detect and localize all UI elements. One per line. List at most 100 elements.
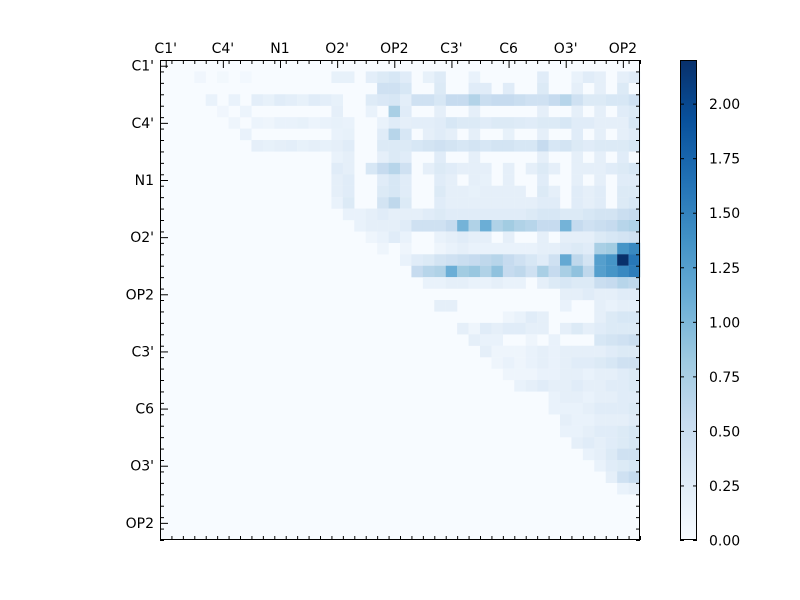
heatmap-cell: [525, 242, 538, 255]
heatmap-cell: [617, 380, 629, 392]
heatmap-cell: [605, 254, 618, 266]
heatmap-cell: [445, 185, 458, 198]
heatmap-cell: [571, 391, 584, 404]
x-tick-label: C4': [212, 41, 235, 57]
heatmap-cell: [617, 208, 629, 221]
heatmap-cell: [605, 437, 618, 449]
heatmap-cell: [571, 414, 584, 426]
heatmap-cell: [457, 94, 469, 106]
heatmap-cell: [320, 117, 332, 129]
heatmap-cell: [594, 425, 606, 438]
heatmap-cell: [594, 208, 606, 221]
heatmap-cell: [617, 311, 629, 324]
heatmap-cell: [605, 140, 618, 152]
y-tick-label: N1: [135, 173, 154, 189]
heatmap-cell: [388, 162, 401, 175]
heatmap-cell: [582, 242, 595, 255]
heatmap-cell: [274, 117, 286, 129]
heatmap-cell: [605, 460, 618, 472]
heatmap-cell: [377, 208, 389, 221]
heatmap-cell: [502, 277, 515, 289]
heatmap-cell: [594, 300, 606, 312]
heatmap-cell: [308, 117, 321, 129]
heatmap-cell: [582, 208, 595, 221]
heatmap-cell: [628, 265, 641, 278]
heatmap-cell: [582, 117, 595, 129]
heatmap-cell: [468, 265, 481, 278]
heatmap-cell: [617, 82, 629, 95]
heatmap-cell: [571, 174, 584, 186]
heatmap-cell: [422, 140, 435, 152]
heatmap-cell: [594, 357, 606, 369]
heatmap-cell: [594, 185, 606, 198]
heatmap-cell: [605, 345, 618, 358]
heatmap-cell: [560, 208, 572, 221]
heatmap-cell: [468, 322, 481, 335]
heatmap-cell: [400, 82, 412, 95]
heatmap-cell: [377, 220, 389, 232]
colorbar-tick-label: 0.75: [709, 370, 740, 386]
heatmap-cell: [594, 140, 606, 152]
heatmap-cell: [274, 140, 286, 152]
heatmap-cell: [537, 185, 549, 198]
heatmap-cell: [628, 402, 641, 415]
heatmap-cell: [445, 197, 458, 209]
heatmap-cell: [571, 357, 584, 369]
heatmap-cell: [571, 162, 584, 175]
heatmap-cell: [548, 391, 561, 404]
heatmap-cell: [617, 151, 629, 164]
heatmap-cell: [605, 448, 618, 461]
heatmap-cell: [434, 94, 446, 106]
heatmap-cell: [457, 265, 469, 278]
heatmap-cell: [468, 242, 481, 255]
heatmap-cell: [491, 322, 504, 335]
heatmap-cell: [365, 220, 378, 232]
heatmap-cell: [480, 322, 492, 335]
heatmap-cell: [480, 334, 492, 346]
heatmap-cell: [434, 174, 446, 186]
heatmap-cell: [582, 71, 595, 84]
heatmap-cell: [628, 254, 641, 266]
heatmap-cell: [617, 231, 629, 244]
heatmap-cell: [514, 345, 526, 358]
heatmap-cell: [537, 265, 549, 278]
heatmap-cell: [548, 334, 561, 346]
heatmap-cell: [548, 242, 561, 255]
heatmap-cell: [548, 277, 561, 289]
y-tick-labels: C1' C4' N1 O2' OP2 C3' C6 O3' OP2: [126, 59, 154, 532]
heatmap-cell: [628, 448, 641, 461]
heatmap-cell: [365, 208, 378, 221]
heatmap-cell: [491, 242, 504, 255]
heatmap-cell: [491, 277, 504, 289]
heatmap-cell: [525, 322, 538, 335]
heatmap-cell: [480, 254, 492, 266]
heatmap-cell: [628, 311, 641, 324]
heatmap-cell: [571, 242, 584, 255]
heatmap-cell: [571, 82, 584, 95]
heatmap-cell: [605, 402, 618, 415]
heatmap-cell: [445, 128, 458, 141]
heatmap-cell: [365, 71, 378, 84]
colorbar-tick-label: 0.00: [709, 534, 740, 550]
heatmap-cell: [480, 220, 492, 232]
heatmap-cell: [617, 368, 629, 381]
heatmap-cell: [594, 334, 606, 346]
heatmap-cell: [411, 220, 424, 232]
heatmap-cell: [377, 82, 389, 95]
y-tick-label: OP2: [126, 516, 154, 532]
heatmap-cell: [628, 334, 641, 346]
y-tick-label: O2': [130, 230, 154, 246]
heatmap-cell: [617, 414, 629, 426]
heatmap-cell: [480, 82, 492, 95]
heatmap-cell: [594, 128, 606, 141]
heatmap-cell: [388, 82, 401, 95]
heatmap-cell: [594, 322, 606, 335]
heatmap-cell: [617, 242, 629, 255]
heatmap-cell: [582, 231, 595, 244]
heatmap-cell: [525, 265, 538, 278]
heatmap-cell: [502, 117, 515, 129]
heatmap-cell: [342, 162, 355, 175]
heatmap-cell: [571, 151, 584, 164]
heatmap-cell: [594, 345, 606, 358]
heatmap-cell: [434, 128, 446, 141]
